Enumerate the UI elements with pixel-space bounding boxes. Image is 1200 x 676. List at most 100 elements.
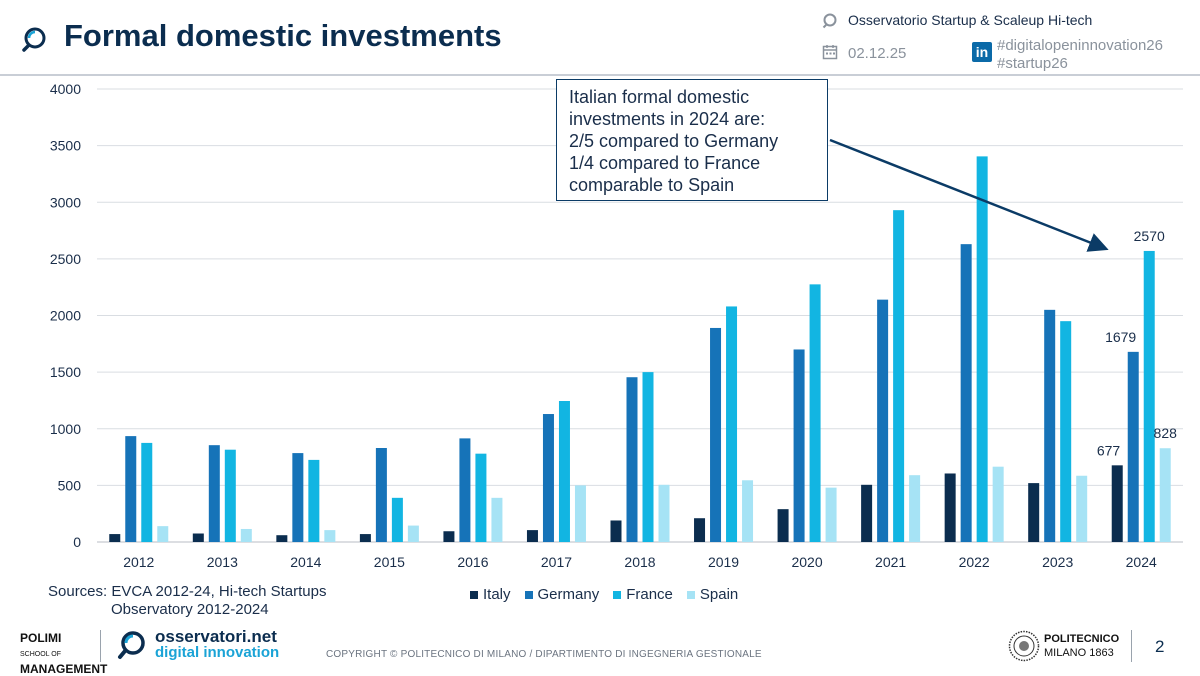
investments-bar-chart: 0 500 1000 1500 2000 2500 3000 3500 4000 2012 2013…	[50, 81, 1183, 570]
x-tick-label: 2020	[791, 554, 822, 570]
x-tick-label: 2024	[1126, 554, 1157, 570]
bar-italy-2015	[359, 534, 371, 542]
footer-divider	[100, 630, 101, 662]
bar-germany-2018	[626, 377, 638, 542]
y-tick-label: 0	[73, 534, 81, 550]
bar-germany-2020	[793, 349, 805, 542]
bar-spain-2015	[407, 525, 419, 542]
x-tick-label: 2015	[374, 554, 405, 570]
bar-spain-2022	[992, 466, 1004, 542]
bar-spain-2014	[324, 530, 336, 542]
bar-spain-2023	[1076, 475, 1088, 542]
bar-france-2021	[893, 210, 905, 543]
observatory-label: Osservatorio Startup & Scaleup Hi-tech	[848, 12, 1093, 28]
bar-spain-2018	[658, 484, 670, 542]
y-tick-label: 2000	[50, 308, 81, 324]
legend-label: France	[626, 586, 673, 603]
x-tick-label: 2013	[207, 554, 238, 570]
y-tick-label: 3500	[50, 138, 81, 154]
bar-france-2016	[475, 453, 487, 542]
x-tick-label: 2021	[875, 554, 906, 570]
sources-note: Sources: EVCA 2012-24, Hi-tech Startups …	[48, 583, 326, 619]
bar-germany-2023	[1044, 309, 1056, 542]
bar-spain-2020	[825, 487, 837, 542]
bar-germany-2024	[1127, 351, 1139, 542]
y-tick-label: 2500	[50, 251, 81, 267]
chart-legend: Italy Germany France Spain	[470, 586, 738, 603]
callout-line: comparable to Spain	[569, 175, 735, 195]
footer-divider	[1131, 630, 1132, 662]
bar-france-2022	[976, 156, 988, 543]
y-tick-label: 1000	[50, 421, 81, 437]
callout-arrow	[829, 138, 1109, 252]
politecnico-subtitle: MILANO 1863	[1044, 647, 1114, 659]
bar-spain-2016	[491, 497, 503, 542]
bar-italy-2012	[109, 534, 121, 542]
bar-spain-2021	[909, 475, 921, 542]
bar-france-2012	[141, 442, 153, 542]
data-label: 828	[1154, 425, 1178, 441]
sources-line-2: Observatory 2012-2024	[111, 601, 269, 618]
data-label: 1679	[1105, 329, 1136, 345]
osservatori-logo-icon	[118, 631, 145, 659]
legend-item-france: France	[613, 586, 673, 603]
osservatori-subtitle: digital innovation	[155, 644, 280, 661]
bar-spain-2012	[157, 526, 169, 542]
bar-italy-2019	[694, 518, 706, 542]
bar-italy-2013	[192, 533, 204, 542]
bar-germany-2012	[125, 436, 137, 542]
bar-italy-2021	[861, 484, 873, 542]
hashtag-startup: #startup26	[997, 55, 1068, 72]
date-label: 02.12.25	[848, 45, 907, 62]
page-title: Formal domestic investments	[64, 18, 502, 53]
bar-germany-2019	[710, 327, 722, 542]
callout-box: Italian formal domestic investments in 2…	[556, 79, 828, 201]
x-tick-label: 2017	[541, 554, 572, 570]
copyright-text: COPYRIGHT © POLITECNICO DI MILANO / DIPA…	[326, 649, 762, 660]
observatory-icon	[822, 13, 837, 29]
hashtag-digitalopeninnovation: #digitalopeninnovation26	[997, 37, 1163, 54]
bar-italy-2014	[276, 535, 288, 542]
bar-france-2015	[391, 497, 403, 542]
bar-germany-2013	[208, 445, 220, 542]
x-tick-label: 2016	[457, 554, 488, 570]
data-label: 2570	[1134, 228, 1165, 244]
politecnico-seal-icon	[1008, 630, 1040, 662]
bar-germany-2014	[292, 453, 304, 542]
legend-item-spain: Spain	[686, 586, 738, 603]
linkedin-icon: in	[972, 42, 992, 62]
callout-line: 2/5 compared to Germany	[569, 131, 779, 151]
bar-france-2024	[1143, 250, 1155, 542]
bar-france-2014	[308, 459, 320, 542]
x-tick-label: 2014	[290, 554, 321, 570]
sources-line-1: Sources: EVCA 2012-24, Hi-tech Startups	[48, 583, 327, 600]
bar-italy-2023	[1028, 483, 1040, 542]
x-tick-label: 2019	[708, 554, 739, 570]
bar-germany-2017	[542, 414, 554, 542]
bar-germany-2021	[877, 299, 889, 542]
legend-item-italy: Italy	[470, 586, 511, 603]
legend-swatch	[524, 590, 533, 599]
callout-line: Italian formal domestic	[569, 87, 750, 107]
legend-label: Italy	[483, 586, 511, 603]
header-divider	[0, 74, 1200, 76]
bar-italy-2024	[1111, 465, 1123, 542]
bar-italy-2018	[610, 520, 622, 542]
x-tick-label: 2018	[624, 554, 655, 570]
y-tick-label: 1500	[50, 364, 81, 380]
callout-line: investments in 2024 are:	[569, 109, 766, 129]
bar-spain-2024	[1159, 448, 1171, 542]
bar-germany-2015	[375, 448, 387, 542]
bar-france-2018	[642, 372, 654, 542]
legend-label: Germany	[537, 586, 600, 603]
polimi-school-text: SCHOOL OF	[20, 651, 61, 658]
bar-france-2020	[809, 284, 821, 542]
polimi-logo: POLIMI SCHOOL OF MANAGEMENT	[20, 631, 107, 676]
osservatori-name: osservatori.net	[155, 627, 277, 646]
bar-spain-2017	[574, 485, 586, 542]
bar-france-2023	[1060, 321, 1072, 542]
bar-italy-2022	[944, 473, 956, 542]
bar-germany-2022	[960, 244, 972, 542]
callout-line: 1/4 compared to France	[569, 153, 761, 173]
bar-spain-2013	[240, 528, 252, 542]
